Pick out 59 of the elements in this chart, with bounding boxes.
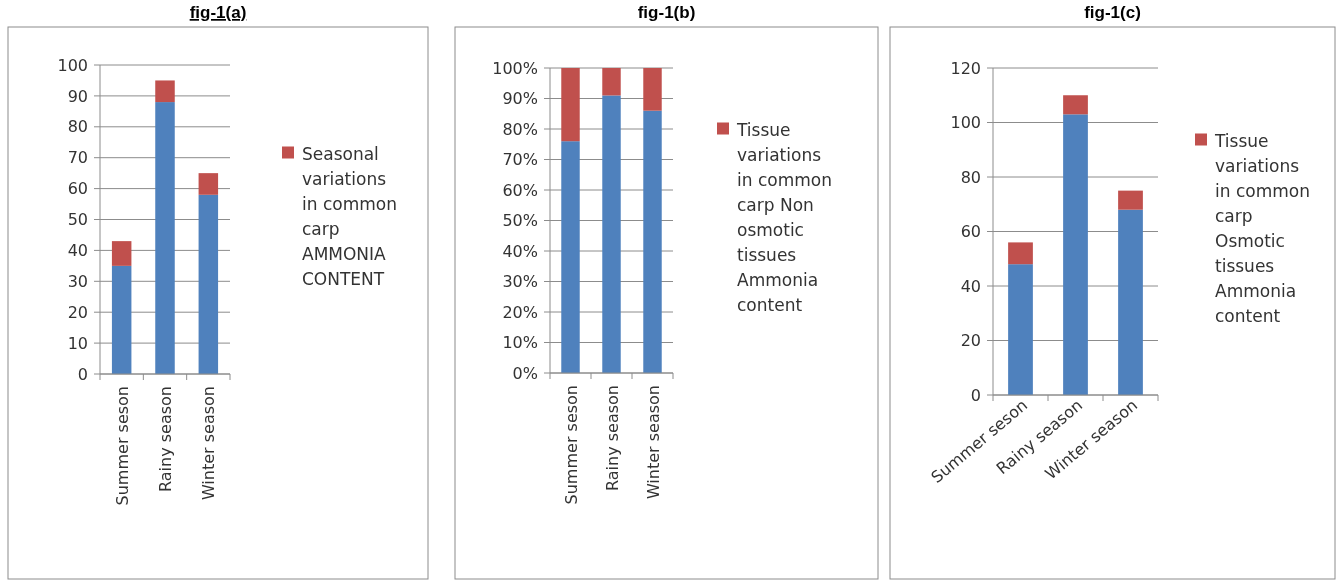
chart-title: fig-1(b) bbox=[637, 3, 696, 22]
y-tick-label: 0 bbox=[970, 385, 981, 405]
bar bbox=[1008, 264, 1033, 395]
y-tick-label: 30 bbox=[67, 271, 88, 291]
bar bbox=[155, 102, 175, 374]
y-tick-label: 10% bbox=[502, 333, 538, 353]
y-tick-label: 80 bbox=[67, 117, 88, 137]
legend-label: Tissue variations in common carp Non osmotic tissues Ammonia content bbox=[736, 120, 832, 316]
y-tick-label: 80% bbox=[502, 119, 538, 139]
bar bbox=[1063, 95, 1088, 115]
y-tick-label: 60 bbox=[67, 179, 88, 199]
y-tick-label: 60% bbox=[502, 180, 538, 200]
x-tick-label: Rainy season bbox=[156, 386, 175, 492]
x-tick-label: Rainy season bbox=[602, 385, 622, 491]
bar bbox=[561, 141, 580, 373]
y-tick-label: 0% bbox=[512, 363, 538, 383]
legend-label: Tissue variations in common carp Osmotic tissues Ammonia content bbox=[1214, 131, 1310, 327]
y-tick-label: 0 bbox=[77, 364, 88, 384]
y-tick-label: 100 bbox=[57, 55, 88, 75]
y-tick-label: 90 bbox=[67, 86, 88, 106]
x-tick-label: Winter season bbox=[199, 386, 219, 501]
y-tick-label: 20 bbox=[67, 302, 88, 322]
bar bbox=[643, 68, 662, 111]
y-tick-label: 40 bbox=[960, 276, 981, 296]
y-tick-label: 10 bbox=[67, 333, 88, 353]
y-tick-label: 20 bbox=[960, 331, 981, 351]
y-tick-label: 90% bbox=[502, 89, 538, 109]
bar bbox=[602, 68, 621, 96]
bar bbox=[155, 80, 175, 103]
y-tick-label: 70 bbox=[67, 148, 88, 168]
x-tick-label: Summer seson bbox=[561, 385, 581, 505]
bar bbox=[602, 95, 621, 373]
bar bbox=[561, 68, 580, 142]
bar bbox=[198, 194, 219, 374]
legend-label: Seasonal variations in common carp AMMONIA CONTENT bbox=[302, 144, 397, 290]
y-tick-label: 60 bbox=[960, 222, 981, 242]
y-tick-label: 100 bbox=[950, 113, 981, 133]
y-tick-label: 40% bbox=[502, 241, 538, 261]
y-tick-label: 40 bbox=[67, 241, 88, 260]
y-tick-label: 120 bbox=[950, 58, 981, 78]
bar bbox=[198, 173, 219, 195]
chart-title: fig-1(a) bbox=[189, 3, 247, 22]
x-tick-label: Winter season bbox=[643, 385, 663, 500]
y-tick-label: 80 bbox=[960, 167, 981, 187]
chart-title: fig-1(c) bbox=[1084, 3, 1141, 22]
bar bbox=[643, 110, 662, 373]
bar bbox=[1118, 190, 1143, 210]
y-tick-label: 30% bbox=[502, 272, 538, 292]
y-tick-label: 100% bbox=[492, 58, 538, 78]
bar bbox=[1063, 114, 1088, 395]
bar bbox=[1008, 242, 1033, 265]
bar bbox=[111, 265, 132, 374]
y-tick-label: 70% bbox=[502, 150, 538, 170]
y-tick-label: 50 bbox=[67, 210, 88, 230]
y-tick-label: 20% bbox=[502, 302, 538, 322]
y-tick-label: 50% bbox=[502, 211, 538, 231]
bar bbox=[111, 241, 132, 266]
x-tick-label: Summer seson bbox=[112, 386, 132, 506]
bar bbox=[1118, 209, 1143, 395]
